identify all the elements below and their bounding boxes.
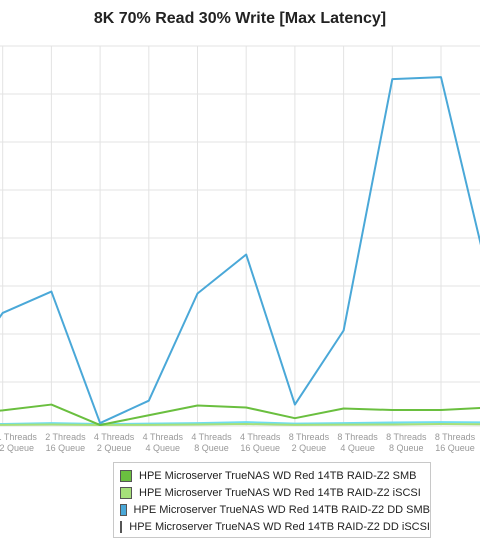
x-tick-label-line1-9: 8 Threads xyxy=(386,432,427,442)
x-tick-label-line1-3: 4 Threads xyxy=(94,432,135,442)
x-tick-label-line2-8: 4 Queue xyxy=(340,443,375,453)
x-tick-label-line2-10: 16 Queue xyxy=(435,443,475,453)
x-tick-label-4: 4 Threads 4 Queue xyxy=(143,432,184,453)
x-tick-label-9: 8 Threads 8 Queue xyxy=(386,432,427,453)
x-tick-label-3: 4 Threads 2 Queue xyxy=(94,432,135,453)
chart-title: 8K 70% Read 30% Write [Max Latency] xyxy=(93,10,387,27)
legend-label-3: HPE Microserver TrueNAS WD Red 14TB RAID… xyxy=(129,520,430,533)
x-tick-label-6: 4 Threads 16 Queue xyxy=(240,432,281,453)
series-line-1 xyxy=(0,423,480,427)
chart-legend: HPE Microserver TrueNAS WD Red 14TB RAID… xyxy=(113,462,431,538)
legend-swatch-0 xyxy=(120,469,132,482)
x-tick-label-5: 4 Threads 8 Queue xyxy=(191,432,232,453)
x-tick-label-1: 1 Threads 2 Queue xyxy=(0,432,37,453)
x-tick-label-line1-5: 4 Threads xyxy=(191,432,232,442)
legend-label-2: HPE Microserver TrueNAS WD Red 14TB RAID… xyxy=(133,503,430,516)
x-tick-label-line1-10: 8 Threads xyxy=(435,432,476,442)
x-tick-label-line1-2: 2 Threads xyxy=(45,432,86,442)
series-line-2 xyxy=(0,76,480,425)
legend-swatch-3 xyxy=(120,520,123,533)
x-tick-label-line1-7: 8 Threads xyxy=(289,432,330,442)
x-tick-label-line2-5: 8 Queue xyxy=(194,443,229,453)
x-tick-label-line2-3: 2 Queue xyxy=(97,443,132,453)
x-tick-label-line2-9: 8 Queue xyxy=(389,443,424,453)
x-tick-label-7: 8 Threads 2 Queue xyxy=(289,432,330,453)
legend-item-3: HPE Microserver TrueNAS WD Red 14TB RAID… xyxy=(120,518,430,535)
x-tick-label-line1-6: 4 Threads xyxy=(240,432,281,442)
x-tick-label-line1-4: 4 Threads xyxy=(143,432,184,442)
x-tick-label-10: 8 Threads 16 Queue xyxy=(435,432,476,453)
x-tick-label-line2-1: 2 Queue xyxy=(0,443,34,453)
x-tick-label-2: 2 Threads 16 Queue xyxy=(45,432,86,453)
legend-item-1: HPE Microserver TrueNAS WD Red 14TB RAID… xyxy=(120,484,430,501)
x-tick-label-line2-2: 16 Queue xyxy=(46,443,86,453)
x-tick-label-8: 8 Threads 4 Queue xyxy=(337,432,378,453)
series-line-3 xyxy=(0,421,480,426)
legend-label-0: HPE Microserver TrueNAS WD Red 14TB RAID… xyxy=(139,469,417,482)
x-tick-label-line2-7: 2 Queue xyxy=(292,443,327,453)
legend-swatch-2 xyxy=(120,503,127,516)
legend-swatch-1 xyxy=(120,486,132,499)
legend-item-0: HPE Microserver TrueNAS WD Red 14TB RAID… xyxy=(120,467,430,484)
x-tick-label-line2-4: 4 Queue xyxy=(146,443,181,453)
legend-item-2: HPE Microserver TrueNAS WD Red 14TB RAID… xyxy=(120,501,430,518)
series-line-0 xyxy=(0,403,480,427)
x-tick-label-line2-6: 16 Queue xyxy=(240,443,280,453)
legend-label-1: HPE Microserver TrueNAS WD Red 14TB RAID… xyxy=(139,486,421,499)
x-tick-label-line1-1: 1 Threads xyxy=(0,432,37,442)
x-tick-label-line1-8: 8 Threads xyxy=(337,432,378,442)
